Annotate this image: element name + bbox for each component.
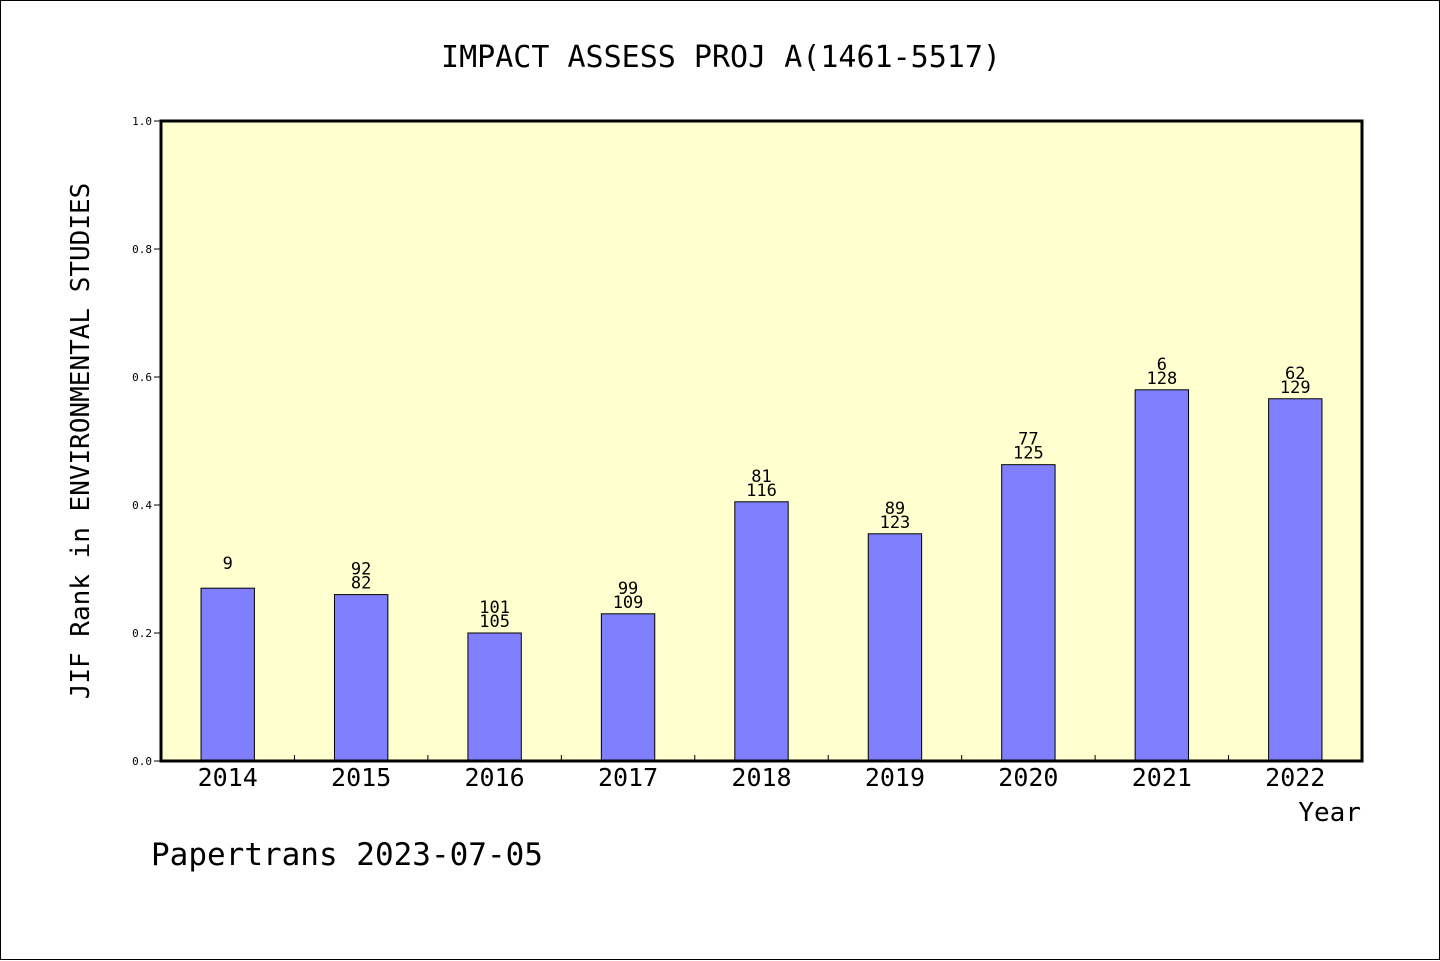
x-tick-label: 2017 — [598, 763, 658, 792]
plot-border — [159, 119, 1364, 763]
x-tick-label: 2021 — [1132, 763, 1192, 792]
bar-value-label: 123 — [880, 513, 911, 533]
footer-credit: Papertrans 2023-07-05 — [151, 837, 543, 873]
bar-value-label: 9 — [223, 554, 233, 574]
bar-value-label: 82 — [351, 574, 371, 594]
bar-value-label: 116 — [746, 481, 777, 501]
bar-2022 — [1268, 398, 1323, 762]
y-tick-label: 0.0 — [132, 755, 152, 768]
x-tick-label: 2020 — [998, 763, 1058, 792]
x-tick-label: 2019 — [865, 763, 925, 792]
bar-value-label: 6 — [1157, 355, 1167, 375]
bar-value-label: 128 — [1146, 369, 1177, 389]
bar-value-label: 99 — [618, 579, 638, 599]
x-axis-label: Year — [1298, 798, 1361, 828]
bar-2021 — [1134, 389, 1190, 762]
x-tick-label: 2022 — [1265, 763, 1325, 792]
bar-value-label: 77 — [1018, 430, 1038, 450]
bar-value-label: 129 — [1280, 378, 1311, 398]
bar-value-label: 89 — [885, 499, 905, 519]
y-axis: 0.0 0.2 0.4 0.6 0.8 1.0 — [132, 115, 161, 768]
bar-value-label: 101 — [479, 598, 510, 618]
bar-value-label: 109 — [613, 593, 644, 613]
bar-value-label: 125 — [1013, 444, 1044, 464]
x-tick-label: 2016 — [465, 763, 525, 792]
x-tick-label: 2014 — [198, 763, 258, 792]
y-tick-label: 0.6 — [132, 371, 152, 384]
bar-2018 — [734, 501, 789, 762]
bar-value-label: 92 — [351, 560, 371, 580]
bar-value-label: 105 — [479, 612, 510, 632]
bar-2014 — [200, 587, 255, 762]
bar-value-label: 81 — [751, 467, 771, 487]
bar-2016 — [467, 632, 522, 762]
chart-title: IMPACT ASSESS PROJ A(1461-5517) — [441, 40, 1001, 75]
bar-2020 — [1001, 464, 1056, 762]
bar-2015 — [333, 594, 389, 762]
x-tick-label: 2018 — [731, 763, 791, 792]
x-tick-label: 2015 — [331, 763, 391, 792]
x-axis: 2014 2015 2016 2017 2018 2019 2020 2021 2022 — [198, 755, 1325, 792]
y-tick-label: 0.4 — [132, 499, 152, 512]
y-tick-label: 0.2 — [132, 627, 152, 640]
y-tick-label: 1.0 — [132, 115, 152, 128]
bar-value-label: 62 — [1285, 364, 1305, 384]
bar-2017 — [600, 613, 656, 762]
y-axis-label: JIF Rank in ENVIRONMENTAL STUDIES — [66, 183, 96, 700]
bar-2019 — [867, 533, 923, 762]
y-tick-label: 0.8 — [132, 243, 152, 256]
